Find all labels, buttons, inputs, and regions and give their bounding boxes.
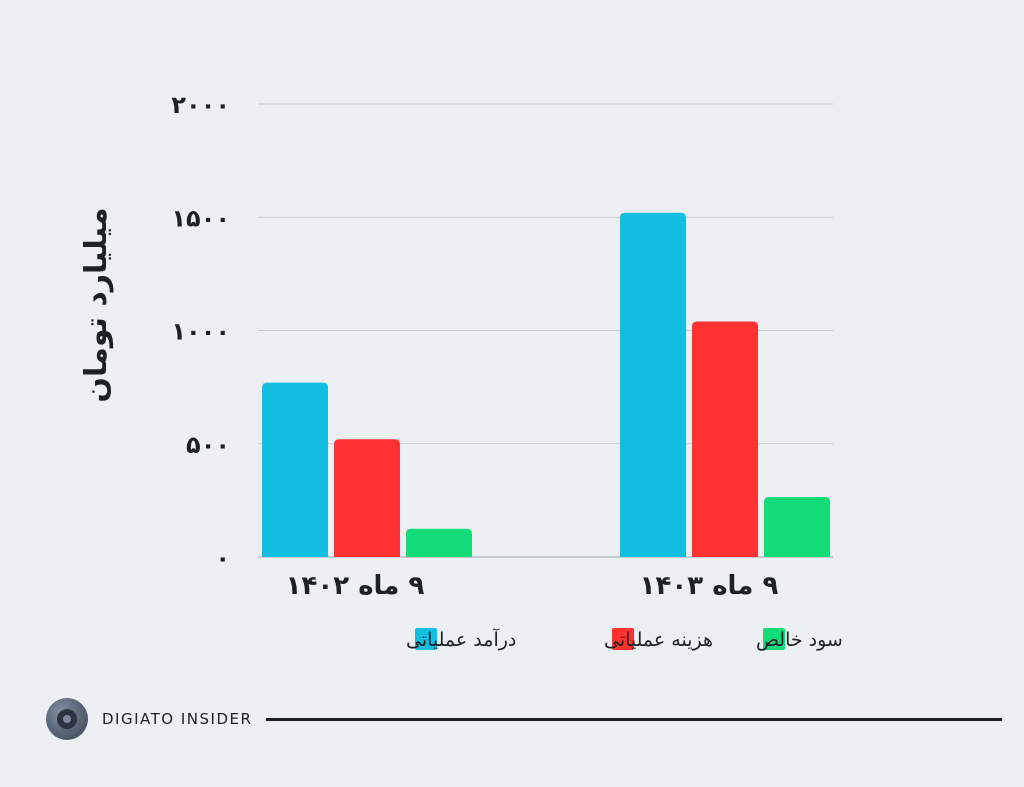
y-tick-label: ۱۰۰۰ <box>171 318 230 346</box>
y-tick-label: ۲۰۰۰ <box>171 91 230 119</box>
legend-swatch <box>415 628 437 650</box>
bar <box>334 439 400 557</box>
y-tick-label: ۰ <box>215 544 230 572</box>
x-category-labels: ۹ ماه ۱۴۰۲ ۹ ماه ۱۴۰۳ <box>286 571 779 601</box>
bar-chart: ۰ ۵۰۰ ۱۰۰۰ ۱۵۰۰ ۲۰۰۰ ۹ ماه ۱۴۰۲ ۹ ماه ۱۴۰۳ می… <box>79 91 843 651</box>
x-category-label: ۹ ماه ۱۴۰۳ <box>640 571 779 601</box>
y-tick-label: ۱۵۰۰ <box>171 204 230 232</box>
footer: DIGIATO INSIDER <box>46 697 1002 741</box>
y-axis-title: میلیارد تومان <box>79 207 114 402</box>
legend-label: درآمد عملیاتی <box>406 627 516 651</box>
bars <box>262 212 830 557</box>
brand-name: DIGIATO INSIDER <box>102 710 253 728</box>
legend-swatch <box>763 628 785 650</box>
legend-label: سود خالص <box>756 629 843 651</box>
legend: درآمد عملیاتی هزینه عملیاتی سود خالص <box>406 627 843 651</box>
y-tick-label: ۵۰۰ <box>186 431 230 459</box>
legend-label: هزینه عملیاتی <box>604 629 713 651</box>
legend-swatch <box>612 628 634 650</box>
footer-divider <box>266 717 1002 721</box>
x-category-label: ۹ ماه ۱۴۰۲ <box>286 571 425 601</box>
bar <box>406 528 472 557</box>
bar <box>262 382 328 557</box>
y-tick-labels: ۰ ۵۰۰ ۱۰۰۰ ۱۵۰۰ ۲۰۰۰ <box>171 91 230 572</box>
bar <box>692 321 758 557</box>
bar <box>764 496 830 557</box>
digiato-logo-icon <box>46 698 88 740</box>
bar <box>620 212 686 557</box>
